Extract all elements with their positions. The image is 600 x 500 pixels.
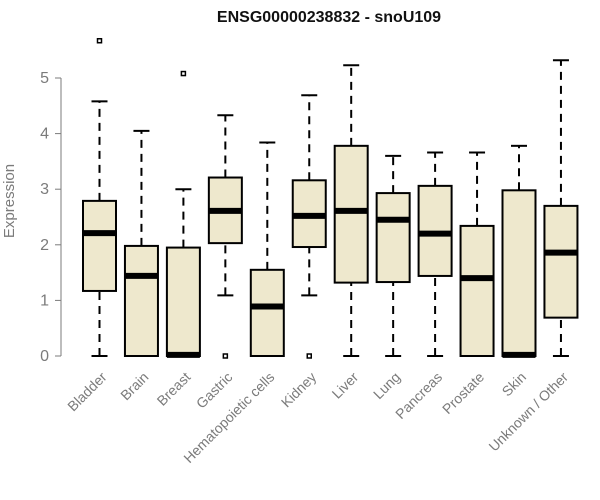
y-tick-label: 2	[40, 237, 49, 254]
x-tick-label: Unknown / Other	[485, 369, 571, 455]
box-rect	[543, 204, 579, 319]
box-group-6	[333, 64, 369, 357]
box-rect	[501, 189, 537, 357]
box-rect	[333, 144, 369, 284]
box-group-3	[207, 114, 243, 359]
box-group-4	[249, 141, 285, 358]
x-tick-label: Skin	[499, 369, 530, 400]
x-tick-label: Bladder	[64, 369, 110, 415]
box-rect	[459, 224, 495, 357]
box-group-1	[123, 129, 159, 357]
outlier-point	[96, 37, 103, 44]
box-group-0	[82, 37, 117, 357]
outlier-point	[222, 353, 229, 359]
box-rect	[123, 244, 159, 357]
chart-title: ENSG00000238832 - snoU109	[217, 9, 441, 26]
outlier-point	[180, 70, 187, 77]
y-tick-label: 4	[40, 126, 49, 143]
outlier-point	[306, 353, 312, 359]
box-group-5	[291, 94, 327, 359]
y-tick-label: 5	[40, 70, 49, 87]
x-tick-label: Kidney	[278, 369, 320, 411]
box-group-8	[417, 151, 453, 357]
x-tick-label: Liver	[329, 369, 362, 402]
x-tick-label: Prostate	[439, 369, 487, 417]
y-tick-label: 0	[40, 348, 49, 365]
box-group-7	[375, 154, 411, 357]
x-tick-label: Brain	[117, 369, 151, 403]
box-rect	[375, 192, 411, 284]
box-rect	[165, 246, 201, 357]
box-group-9	[459, 151, 495, 357]
box-series	[82, 37, 579, 359]
y-axis-label: Expression	[1, 164, 18, 238]
x-tick-label: Breast	[154, 369, 194, 409]
box-group-2	[165, 70, 201, 358]
box-group-10	[501, 144, 537, 358]
x-tick-label: Lung	[370, 369, 403, 402]
x-tick-label: Pancreas	[392, 369, 445, 422]
y-tick-label: 3	[40, 181, 49, 198]
y-axis: 0 1 2 3 4 5	[40, 70, 62, 365]
box-group-11	[543, 59, 579, 357]
box-rect	[249, 268, 285, 358]
box-rect	[82, 199, 117, 292]
y-tick-label: 1	[40, 292, 49, 309]
